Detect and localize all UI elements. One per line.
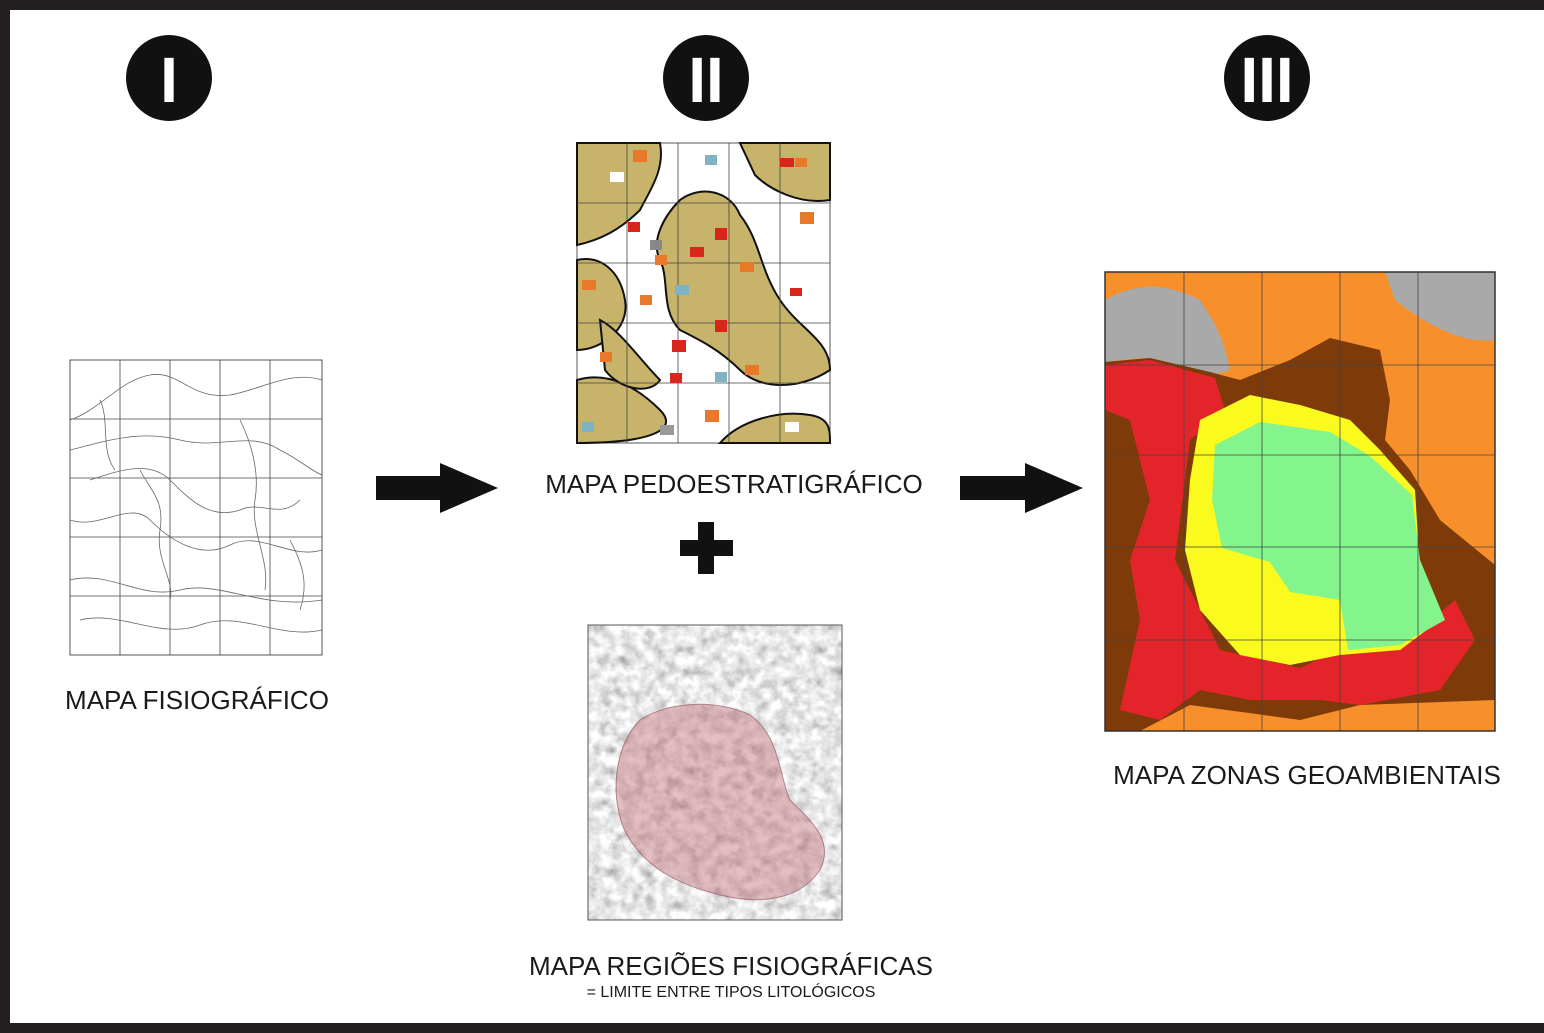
step-badge: II [663, 35, 749, 121]
map-physiographic-regions [587, 624, 843, 921]
map-label: MAPA ZONAS GEOAMBIENTAIS [1113, 760, 1501, 790]
step-numeral: II [688, 44, 724, 116]
map-label: MAPA FISIOGRÁFICO [65, 685, 329, 715]
arrow [960, 463, 1083, 513]
step-badge: III [1224, 35, 1310, 121]
step-numeral: I [160, 44, 178, 116]
map-sublabel: = LIMITE ENTRE TIPOS LITOLÓGICOS [587, 982, 876, 1001]
map-physiographic [69, 359, 323, 656]
map-label: MAPA PEDOESTRATIGRÁFICO [545, 469, 923, 499]
step-badge: I [126, 35, 212, 121]
step-numeral: III [1240, 44, 1293, 116]
plus-sign [680, 522, 733, 574]
map-label: MAPA REGIÕES FISIOGRÁFICAS [529, 951, 933, 981]
arrow [376, 463, 498, 513]
map-geoenvironmental-zones [1104, 271, 1496, 732]
map-pedostratigraphic [576, 142, 832, 445]
